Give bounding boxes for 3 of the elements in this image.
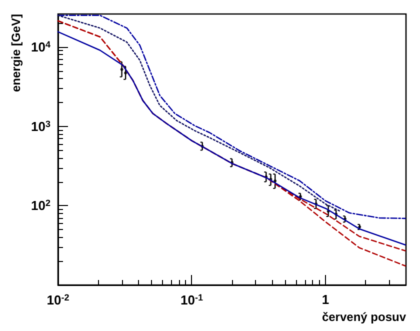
text: 1 <box>322 292 330 307</box>
y-axis-title: energie [GeV] <box>9 14 23 92</box>
x-axis-title: červený posuv <box>322 310 406 324</box>
